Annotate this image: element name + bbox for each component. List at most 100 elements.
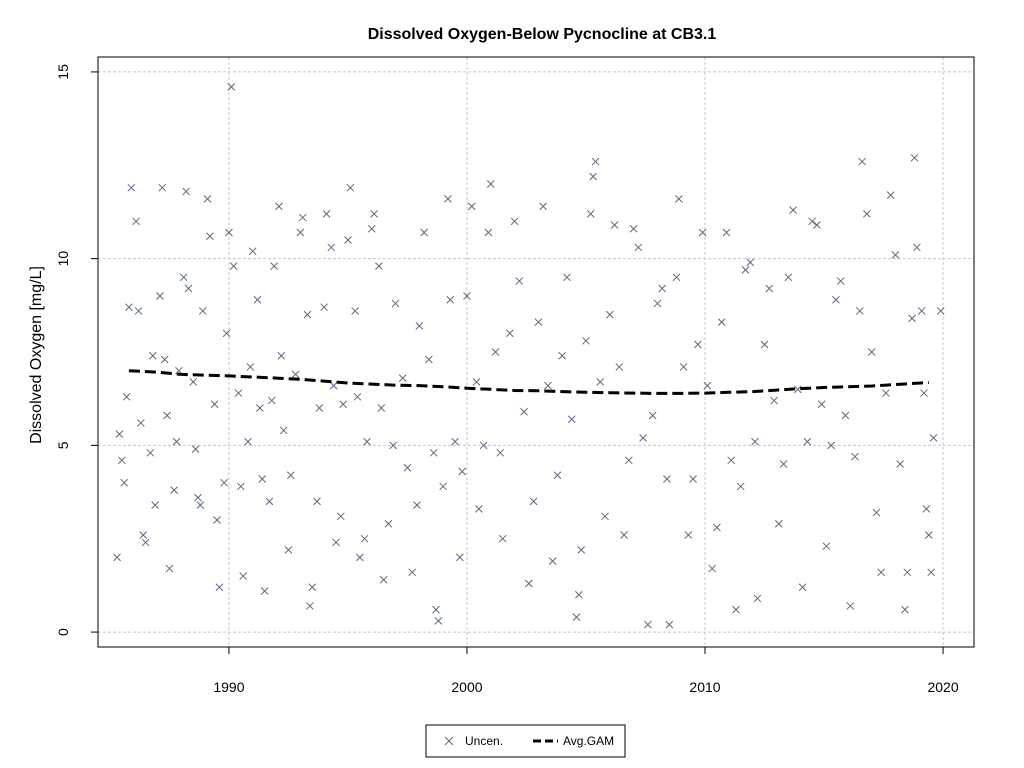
data-point xyxy=(574,590,583,599)
data-point xyxy=(229,262,238,270)
data-point xyxy=(463,292,471,300)
data-point xyxy=(736,482,745,491)
data-point xyxy=(215,583,224,592)
data-point xyxy=(210,400,219,409)
y-axis-label: Dissolved Oxygen [mg/L] xyxy=(28,266,45,444)
data-point xyxy=(213,516,221,524)
data-point xyxy=(275,202,283,211)
data-point xyxy=(239,572,248,580)
data-point xyxy=(298,213,307,222)
data-point xyxy=(867,348,876,356)
data-point xyxy=(639,434,647,442)
data-point xyxy=(732,605,740,614)
data-point xyxy=(322,209,331,218)
data-point xyxy=(920,389,928,397)
data-point xyxy=(917,307,926,315)
data-point xyxy=(203,195,212,203)
data-point xyxy=(601,512,609,521)
data-point xyxy=(194,493,202,502)
data-point xyxy=(225,228,233,237)
data-point xyxy=(629,224,638,233)
data-point xyxy=(765,284,774,293)
data-point xyxy=(596,378,605,386)
data-point xyxy=(132,217,140,226)
data-point xyxy=(182,187,190,196)
y-tick-label: 15 xyxy=(55,64,71,80)
data-point xyxy=(179,273,188,282)
data-point xyxy=(332,538,340,547)
data-point xyxy=(510,217,519,226)
data-point xyxy=(284,546,293,554)
data-point xyxy=(863,209,871,218)
data-point xyxy=(913,243,921,252)
data-point xyxy=(303,310,312,319)
data-point xyxy=(248,247,257,256)
data-point xyxy=(475,504,483,513)
data-point xyxy=(663,475,671,483)
data-point xyxy=(277,351,286,360)
data-point xyxy=(451,437,459,446)
data-point xyxy=(539,202,547,211)
data-point xyxy=(170,486,179,495)
data-point xyxy=(265,497,274,506)
data-point xyxy=(156,292,164,300)
data-point xyxy=(370,209,378,218)
data-point xyxy=(774,519,783,528)
data-point xyxy=(246,363,255,371)
data-point xyxy=(398,374,407,382)
data-point xyxy=(279,426,288,435)
data-point xyxy=(117,456,126,465)
data-point xyxy=(558,351,567,360)
data-point xyxy=(222,329,231,338)
x-tick-label: 2020 xyxy=(927,679,958,695)
data-point xyxy=(822,542,831,551)
data-point xyxy=(141,538,150,547)
data-point xyxy=(572,613,581,621)
data-point xyxy=(160,355,169,364)
data-point xyxy=(165,564,174,573)
y-tick-label: 10 xyxy=(55,251,71,267)
data-point xyxy=(858,157,866,166)
data-point xyxy=(455,553,464,562)
data-point xyxy=(486,180,495,188)
data-point xyxy=(391,299,400,308)
data-point xyxy=(727,456,736,465)
data-point xyxy=(901,605,909,614)
data-point xyxy=(315,404,324,412)
data-point xyxy=(620,531,628,539)
data-point xyxy=(793,385,802,394)
data-point xyxy=(498,534,507,543)
y-tick-label: 5 xyxy=(55,441,71,449)
data-point xyxy=(624,456,633,465)
data-point xyxy=(244,437,252,446)
data-point xyxy=(148,351,157,360)
data-point xyxy=(679,363,688,371)
data-point xyxy=(798,583,807,592)
data-point xyxy=(439,482,448,491)
data-point xyxy=(425,355,433,364)
data-point xyxy=(929,434,938,442)
data-point xyxy=(515,277,524,285)
data-point xyxy=(134,307,143,315)
data-point xyxy=(851,452,859,461)
data-point xyxy=(151,501,159,509)
gam-line xyxy=(128,369,929,395)
data-point xyxy=(184,284,193,293)
data-point xyxy=(163,411,171,420)
data-point xyxy=(644,620,652,629)
data-point xyxy=(746,258,755,267)
data-point xyxy=(270,262,279,270)
data-point xyxy=(582,336,590,345)
data-point xyxy=(122,392,131,401)
data-point xyxy=(808,217,816,226)
data-point xyxy=(634,243,643,252)
plot-frame xyxy=(97,56,975,648)
data-point xyxy=(191,445,200,453)
data-point xyxy=(896,460,905,468)
data-point xyxy=(384,519,393,528)
data-point xyxy=(389,441,398,450)
data-point xyxy=(610,221,619,229)
x-tick-label: 2010 xyxy=(689,679,720,695)
data-point xyxy=(351,307,359,315)
